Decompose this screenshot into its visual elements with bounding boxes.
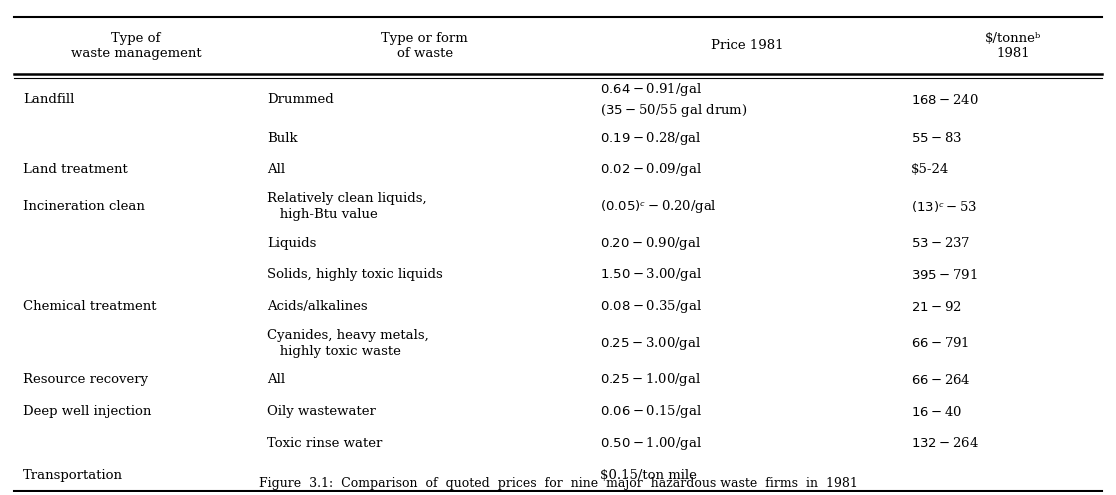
Text: Incineration clean: Incineration clean (22, 200, 145, 213)
Text: $(0.05)ᶜ-$0.20/gal: $(0.05)ᶜ-$0.20/gal (600, 198, 718, 215)
Text: Cyanides, heavy metals,
   highly toxic waste: Cyanides, heavy metals, highly toxic was… (267, 329, 429, 358)
Text: Type or form
of waste: Type or form of waste (382, 32, 468, 59)
Text: $132-$264: $132-$264 (911, 437, 979, 450)
Text: Deep well injection: Deep well injection (22, 405, 151, 418)
Text: Relatively clean liquids,
   high-Btu value: Relatively clean liquids, high-Btu value (267, 192, 426, 221)
Text: Bulk: Bulk (267, 132, 298, 145)
Text: $0.50-$1.00/gal: $0.50-$1.00/gal (600, 435, 702, 452)
Text: $21-$92: $21-$92 (911, 299, 962, 314)
Text: All: All (267, 373, 286, 386)
Text: $0.02-$0.09/gal: $0.02-$0.09/gal (600, 161, 702, 178)
Text: $/tonneᵇ
1981: $/tonneᵇ 1981 (985, 32, 1041, 59)
Text: $168-$240: $168-$240 (911, 93, 979, 107)
Text: $0.25-$3.00/gal: $0.25-$3.00/gal (600, 335, 702, 352)
Text: Transportation: Transportation (22, 469, 123, 482)
Text: $(13)ᶜ-$53: $(13)ᶜ-$53 (911, 199, 978, 214)
Text: Figure  3.1:  Comparison  of  quoted  prices  for  nine  major  hazardous waste : Figure 3.1: Comparison of quoted prices … (259, 477, 857, 490)
Text: $1.50-$3.00/gal: $1.50-$3.00/gal (600, 266, 702, 283)
Text: $395-$791: $395-$791 (911, 268, 978, 282)
Text: $53-$237: $53-$237 (911, 236, 971, 250)
Text: $55-$83: $55-$83 (911, 131, 962, 145)
Text: $66-$264: $66-$264 (911, 373, 971, 387)
Text: All: All (267, 163, 286, 176)
Text: Chemical treatment: Chemical treatment (22, 300, 156, 313)
Text: Toxic rinse water: Toxic rinse water (267, 437, 383, 450)
Text: Price 1981: Price 1981 (711, 39, 783, 52)
Text: Oily wastewater: Oily wastewater (267, 405, 376, 418)
Text: Solids, highly toxic liquids: Solids, highly toxic liquids (267, 268, 443, 281)
Text: $0.06-$0.15/gal: $0.06-$0.15/gal (600, 403, 702, 420)
Text: $0.25-$1.00/gal: $0.25-$1.00/gal (600, 371, 702, 388)
Text: $0.20-$0.90/gal: $0.20-$0.90/gal (600, 235, 702, 251)
Text: $16-$40: $16-$40 (911, 404, 962, 419)
Text: Land treatment: Land treatment (22, 163, 127, 176)
Text: Landfill: Landfill (22, 94, 74, 106)
Text: Type of
waste management: Type of waste management (70, 32, 201, 59)
Text: Liquids: Liquids (267, 237, 317, 249)
Text: Acids/alkalines: Acids/alkalines (267, 300, 367, 313)
Text: $0.15/ton mile: $0.15/ton mile (600, 469, 698, 482)
Text: Resource recovery: Resource recovery (22, 373, 148, 386)
Text: $0.19-$0.28/gal: $0.19-$0.28/gal (600, 130, 702, 147)
Text: $0.08-$0.35/gal: $0.08-$0.35/gal (600, 298, 702, 315)
Text: $66-$791: $66-$791 (911, 336, 970, 350)
Text: $5-24: $5-24 (911, 163, 950, 176)
Text: Drummed: Drummed (267, 94, 334, 106)
Text: $0.64-$0.91/gal
($35-$50/55 gal drum): $0.64-$0.91/gal ($35-$50/55 gal drum) (600, 81, 748, 119)
